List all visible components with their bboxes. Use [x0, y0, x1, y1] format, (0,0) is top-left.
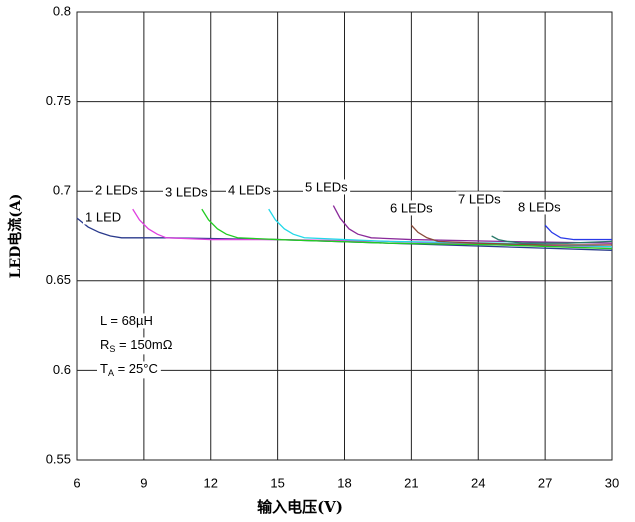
- x-tick-label: 6: [73, 475, 80, 490]
- x-tick-label: 30: [605, 475, 619, 490]
- y-tick-label: 0.6: [53, 362, 71, 377]
- label-background: [456, 191, 504, 207]
- series-label: 5 LEDs: [305, 179, 348, 194]
- annotation-text: T: [100, 361, 108, 376]
- label-background: [97, 313, 156, 329]
- x-tick-label: 24: [471, 475, 485, 490]
- y-tick-label: 0.55: [46, 451, 71, 466]
- label-background: [303, 179, 351, 195]
- x-axis-label: 输入电压(V): [257, 498, 343, 516]
- y-tick-label: 0.75: [46, 93, 71, 108]
- series-label: 6 LEDs: [390, 200, 433, 215]
- label-background: [163, 184, 211, 200]
- x-tick-label: 18: [337, 475, 351, 490]
- annotation: RS = 150mΩ: [100, 337, 173, 354]
- annotation-text: L = 68µH: [100, 313, 153, 328]
- annotation-text: = 150mΩ: [115, 337, 172, 352]
- label-background: [516, 199, 564, 215]
- y-tick-label: 0.8: [53, 3, 71, 18]
- series-line: [491, 235, 613, 244]
- series-label: 8 LEDs: [518, 199, 561, 214]
- series-label: 7 LEDs: [458, 191, 501, 206]
- annotation-text: R: [100, 337, 109, 352]
- label-background: [93, 182, 141, 198]
- series-label: 1 LED: [85, 209, 121, 224]
- annotation-subscript: A: [108, 368, 114, 378]
- y-tick-label: 0.7: [53, 183, 71, 198]
- x-tick-label: 9: [140, 475, 147, 490]
- label-background: [226, 182, 274, 198]
- annotation-subscript: S: [109, 344, 115, 354]
- series-line: [201, 208, 613, 250]
- series-line: [410, 224, 612, 246]
- label-background: [97, 337, 176, 355]
- series-label: 3 LEDs: [165, 184, 208, 199]
- label-background: [83, 209, 124, 225]
- x-tick-label: 27: [538, 475, 552, 490]
- x-tick-label: 21: [404, 475, 418, 490]
- x-tick-label: 15: [270, 475, 284, 490]
- series-line: [332, 205, 613, 244]
- series-line: [132, 208, 613, 248]
- annotation: L = 68µH: [100, 313, 153, 328]
- label-background: [97, 361, 161, 379]
- series-label: 4 LEDs: [228, 182, 271, 197]
- series-label: 2 LEDs: [95, 182, 138, 197]
- series-line: [76, 217, 613, 251]
- y-axis-label: LED电流(A): [7, 194, 24, 279]
- label-background: [388, 200, 436, 216]
- x-tick-label: 12: [204, 475, 218, 490]
- annotation-text: = 25°C: [114, 361, 158, 376]
- y-tick-label: 0.65: [46, 272, 71, 287]
- series-line: [544, 224, 612, 241]
- annotation: TA = 25°C: [100, 361, 158, 378]
